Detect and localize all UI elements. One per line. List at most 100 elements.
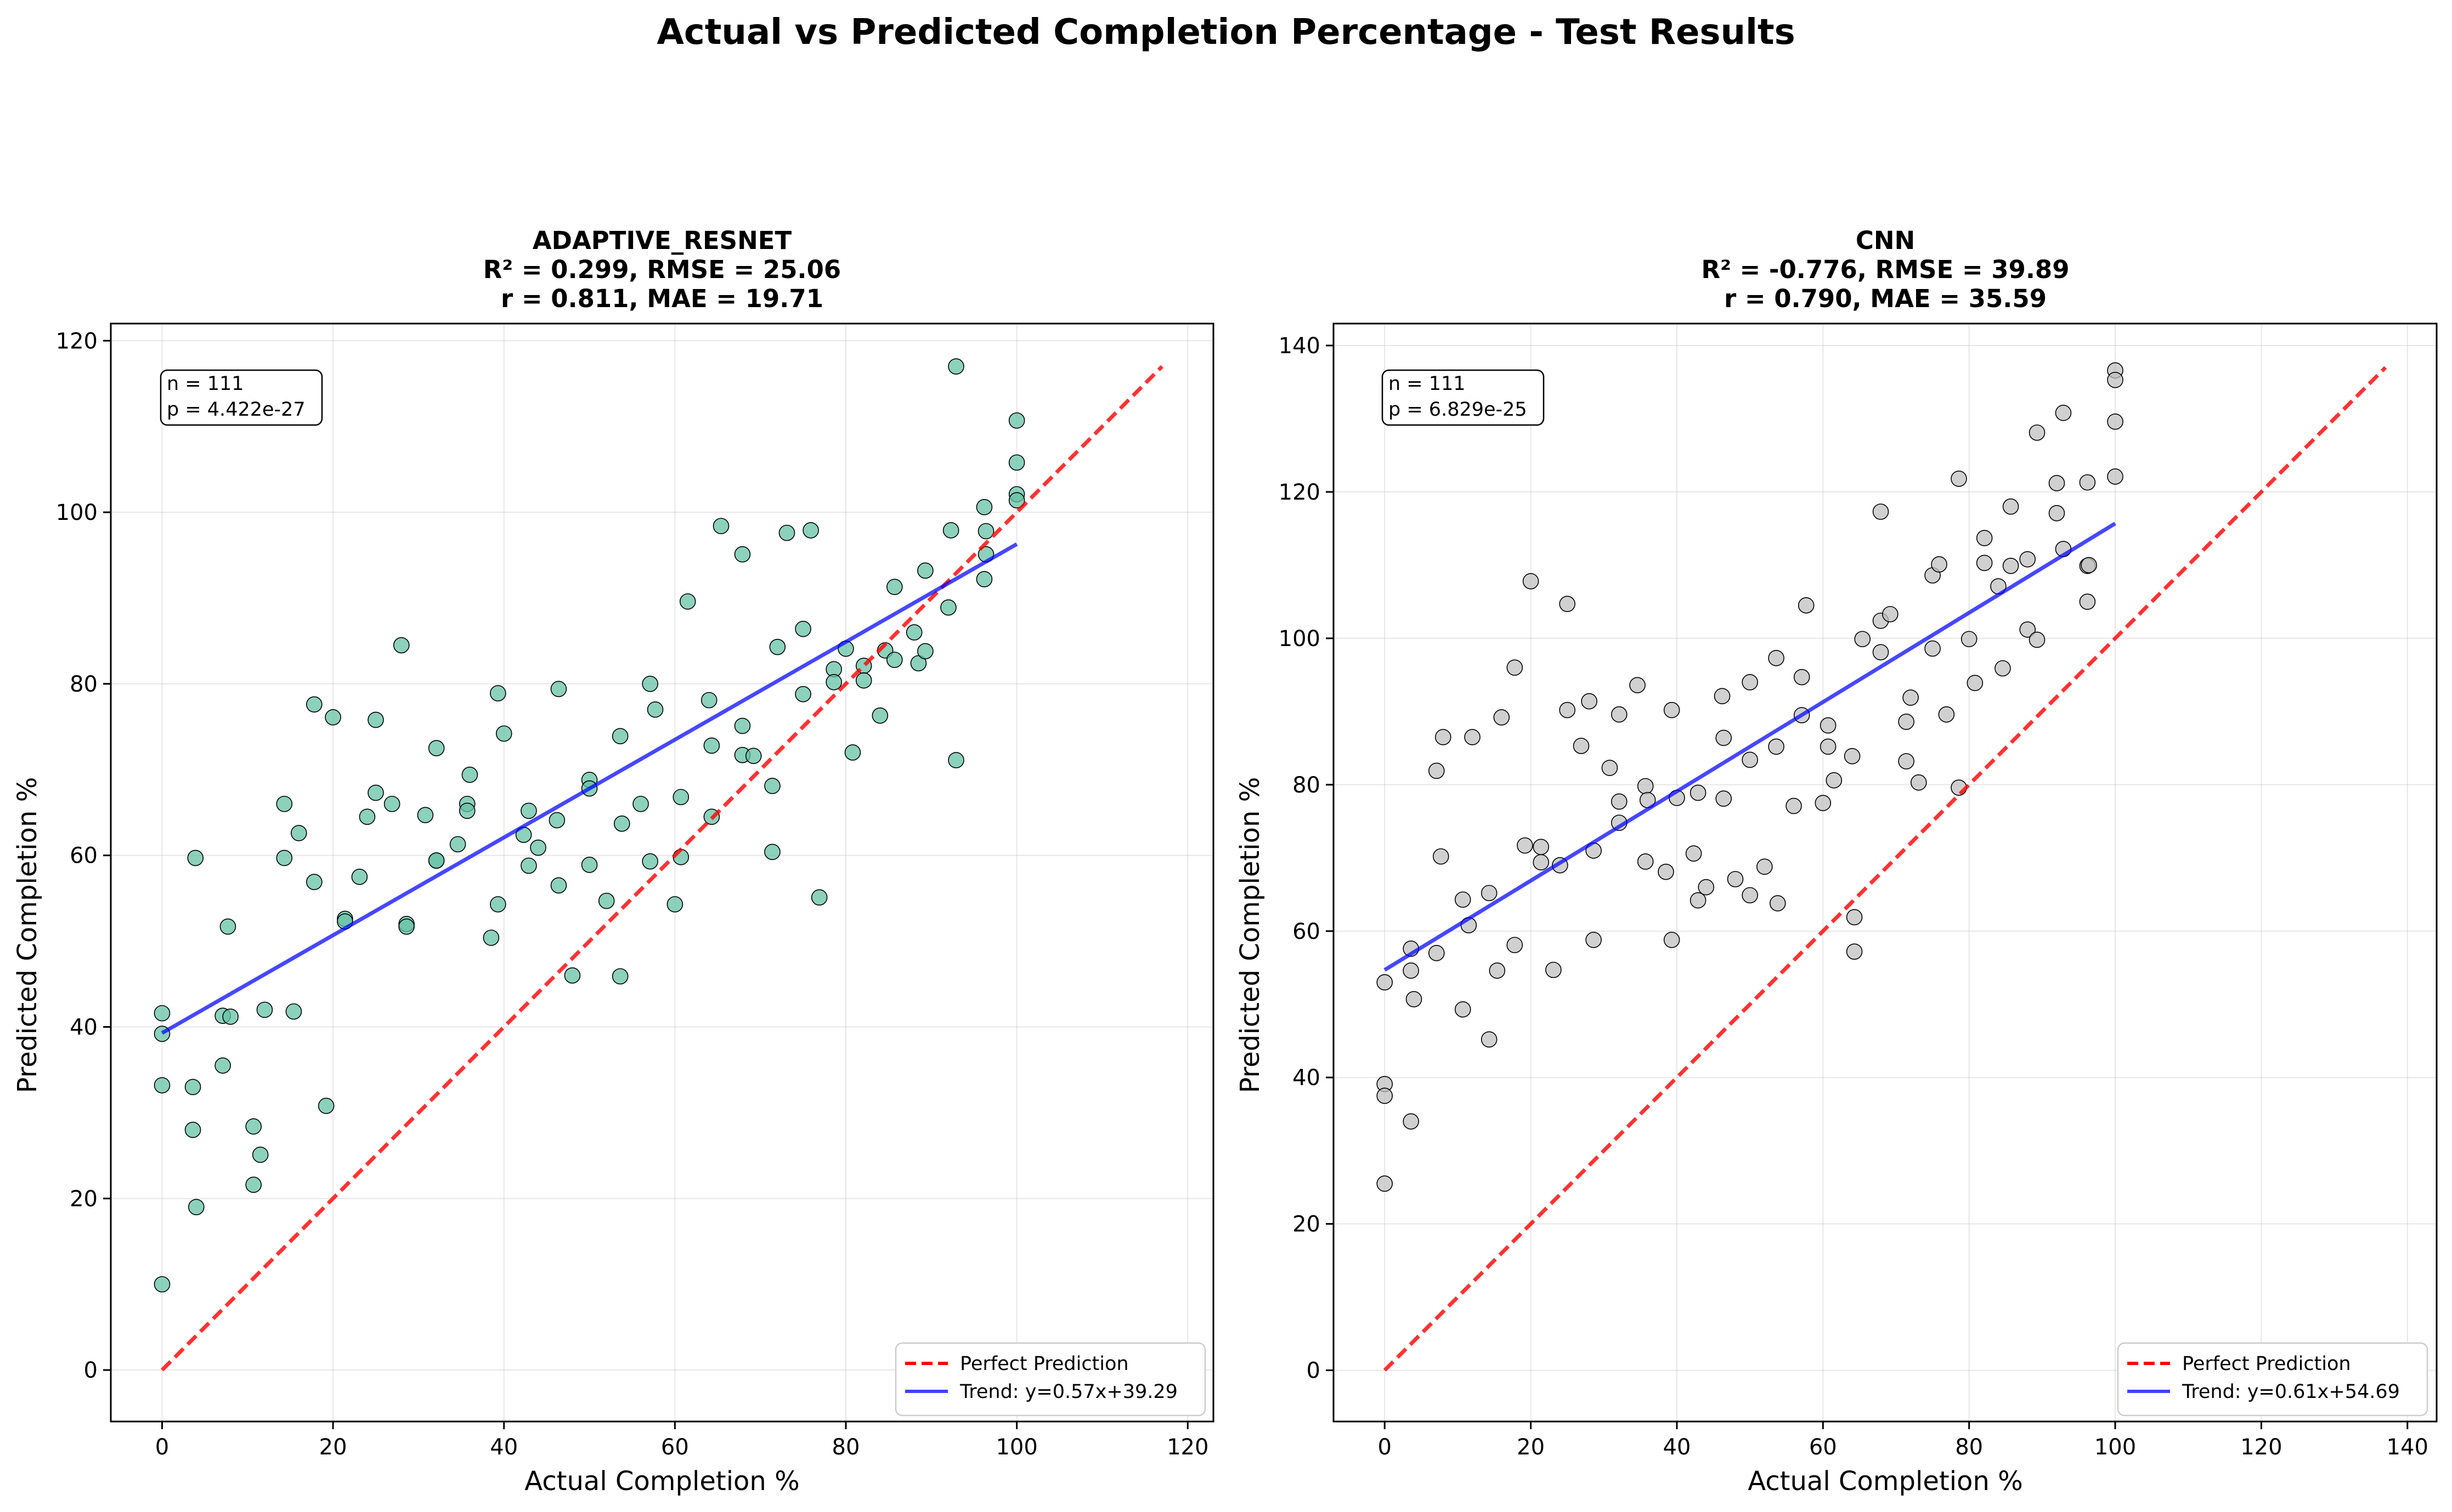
scatter-point <box>886 652 903 668</box>
x-tick-label: 120 <box>1167 1435 1208 1460</box>
scatter-point <box>222 1008 239 1025</box>
scatter-point <box>306 696 323 713</box>
scatter-point <box>872 707 889 724</box>
scatter-point <box>976 499 993 516</box>
scatter-point <box>1559 701 1575 718</box>
x-tick-label: 60 <box>1809 1435 1837 1460</box>
scatter-point <box>612 728 629 745</box>
scatter-point <box>1008 412 1025 429</box>
scatter-point <box>564 967 581 984</box>
x-tick-label: 80 <box>1955 1435 1983 1460</box>
scatter-point <box>886 579 903 595</box>
scatter-point <box>1545 961 1562 978</box>
scatter-point <box>1428 945 1445 961</box>
y-tick-label: 100 <box>56 500 98 525</box>
scatter-point <box>1690 784 1707 801</box>
scatter-point <box>2048 505 2065 522</box>
scatter-point <box>1581 693 1597 710</box>
scatter-point <box>1601 760 1618 776</box>
perfect-prediction-line <box>161 365 1163 1372</box>
y-tick-label: 120 <box>56 329 98 354</box>
legend-frame <box>895 1342 1206 1417</box>
scatter-point <box>1506 659 1523 676</box>
scatter-point <box>219 918 236 935</box>
scatter-point <box>976 571 993 587</box>
scatter-point <box>285 1003 302 1020</box>
scatter-point <box>2019 551 2036 568</box>
scatter-point <box>1742 887 1758 904</box>
y-tick-label: 80 <box>1292 773 1320 798</box>
scatter-point <box>1559 596 1575 612</box>
y-tick-label: 20 <box>1292 1212 1320 1237</box>
legend-frame <box>2117 1342 2428 1417</box>
scatter-point <box>521 857 537 874</box>
scatter-point <box>703 737 720 754</box>
scatter-point <box>290 825 307 841</box>
y-tick-label: 140 <box>1279 333 1320 359</box>
stats-p: p = 4.422e-27 <box>167 399 306 421</box>
y-ticks: 0 20 40 60 80 100 120 <box>56 329 111 1383</box>
scatter-point <box>256 1001 273 1018</box>
scatter-point <box>325 709 341 726</box>
scatter-point <box>1844 747 1861 765</box>
plot-frame <box>110 322 1214 1423</box>
scatter-point <box>1768 738 1784 755</box>
stats-box-frame <box>160 369 323 426</box>
scatter-point <box>1464 729 1481 745</box>
scatter-point <box>826 673 842 690</box>
plot-frame <box>1332 322 2438 1423</box>
scatter-point <box>417 807 434 824</box>
scatter-point <box>803 522 819 539</box>
panel-title: ADAPTIVE_RESNET <box>533 226 792 255</box>
scatter-point <box>1961 631 1978 648</box>
legend: Perfect Prediction Trend: y=0.61x+54.69 <box>2117 1342 2428 1417</box>
grid <box>1334 324 2437 1422</box>
x-tick-label: 40 <box>490 1435 518 1460</box>
legend-label-trend: Trend: y=0.61x+54.69 <box>2182 1381 2400 1403</box>
scatter-point <box>1522 573 1539 590</box>
scatter-point <box>1846 943 1863 960</box>
scatter-point <box>673 789 690 806</box>
y-tick-label: 40 <box>70 1015 98 1040</box>
figure-title: Actual vs Predicted Completion Percentag… <box>657 12 1795 53</box>
scatter-point <box>1902 689 1919 706</box>
scatter-point <box>679 593 696 610</box>
x-ticks: 0 20 40 60 80 100 120 140 <box>1377 1422 2428 1460</box>
scatter-point <box>2029 631 2046 648</box>
scatter-point <box>1793 669 1810 686</box>
scatter-point <box>428 740 445 757</box>
y-axis-label: Predicted Completion % <box>1235 777 1265 1093</box>
scatter-point <box>811 889 828 906</box>
scatter-points <box>154 358 1025 1293</box>
y-axis-label: Predicted Completion % <box>12 777 43 1093</box>
x-tick-label: 0 <box>1377 1435 1391 1460</box>
scatter-point <box>1376 974 1393 990</box>
scatter-point <box>276 850 293 867</box>
scatter-point <box>1976 554 1993 571</box>
scatter-point <box>745 747 762 765</box>
scatter-point <box>550 877 567 894</box>
scatter-point <box>1403 962 1419 979</box>
scatter-point <box>1690 892 1707 909</box>
scatter-point <box>1611 793 1628 810</box>
legend-label-perfect: Perfect Prediction <box>2182 1353 2351 1375</box>
fit-lines <box>161 365 1163 1372</box>
scatter-point <box>2107 468 2123 485</box>
grid <box>111 324 1213 1422</box>
perfect-prediction-line <box>1383 366 2387 1372</box>
scatter-point <box>917 643 934 660</box>
legend-label-perfect: Perfect Prediction <box>960 1353 1129 1375</box>
scatter-point <box>245 1176 262 1193</box>
scatter-point <box>318 1097 335 1114</box>
scatter-point <box>942 522 959 539</box>
scatter-point <box>1517 837 1533 854</box>
stats-box: n = 111 p = 6.829e-25 <box>1381 369 1545 426</box>
stats-box: n = 111 p = 4.422e-27 <box>160 369 323 426</box>
stats-p: p = 6.829e-25 <box>1388 399 1527 421</box>
panel-metrics-line1: R² = -0.776, RMSE = 39.89 <box>1701 255 2069 284</box>
x-tick-label: 60 <box>661 1435 689 1460</box>
scatter-point <box>613 816 630 832</box>
scatter-point <box>1715 790 1732 807</box>
scatter-point <box>769 638 786 655</box>
scatter-point <box>795 686 811 703</box>
